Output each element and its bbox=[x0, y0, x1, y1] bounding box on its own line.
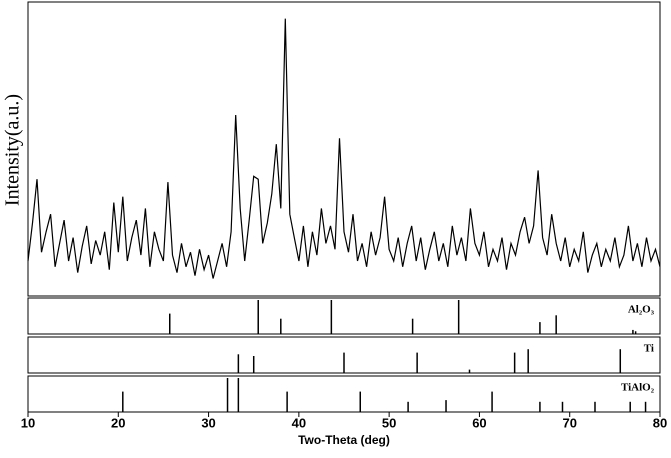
x-tick-label: 40 bbox=[292, 415, 306, 430]
diffraction-pattern bbox=[27, 18, 661, 279]
panel-frame bbox=[27, 375, 661, 413]
x-tick-label: 20 bbox=[111, 415, 125, 430]
panel-frame bbox=[27, 297, 661, 335]
phase-label: Ti bbox=[644, 343, 654, 355]
y-axis-title: Intensity(a.u.) bbox=[2, 94, 24, 206]
x-tick-label: 10 bbox=[21, 415, 35, 430]
panel-frame bbox=[27, 1, 661, 297]
x-tick-label: 80 bbox=[653, 415, 667, 430]
x-tick-label: 30 bbox=[201, 415, 215, 430]
phase-label: TiAlO₂ bbox=[621, 382, 655, 394]
x-tick-label: 60 bbox=[472, 415, 486, 430]
x-tick-label: 50 bbox=[382, 415, 396, 430]
phase-label: Al₂O₃ bbox=[628, 304, 655, 316]
x-axis-title: Two-Theta (deg) bbox=[298, 433, 390, 447]
x-tick-label: 70 bbox=[562, 415, 576, 430]
